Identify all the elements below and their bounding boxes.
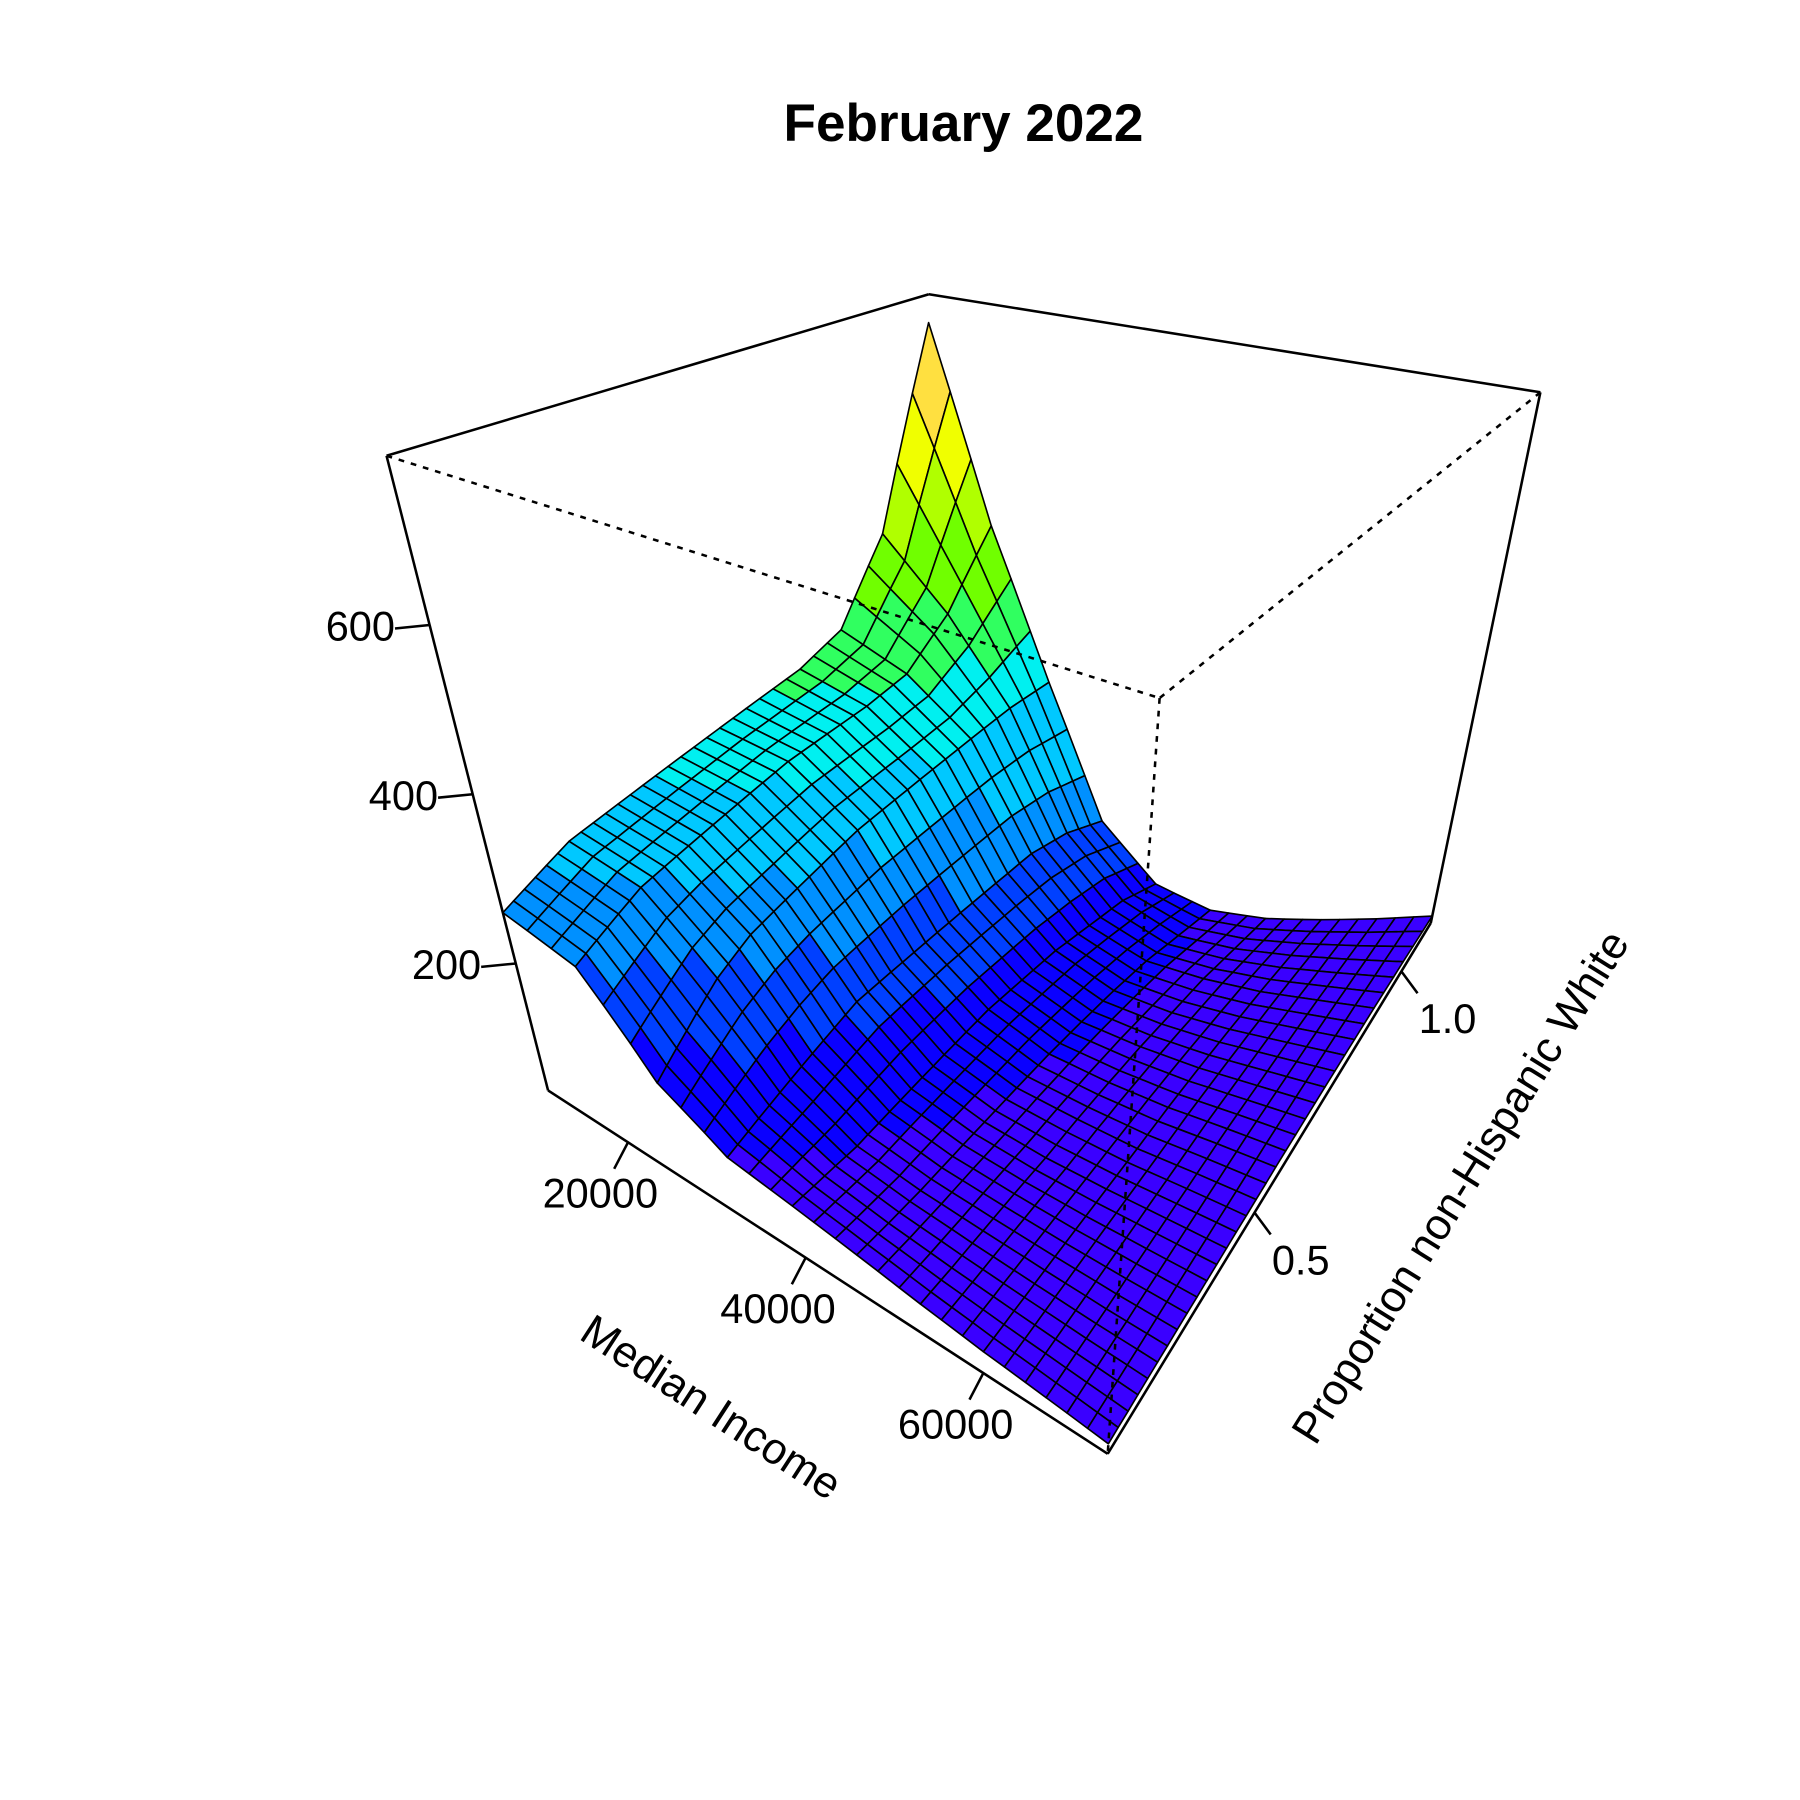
box-edge — [386, 454, 1160, 700]
x-tick-label: 40000 — [720, 1285, 835, 1332]
chart-title: February 2022 — [784, 94, 1144, 153]
box-edge — [547, 1089, 1109, 1455]
y-tick-label: 0.5 — [1272, 1236, 1330, 1283]
z-tick-label: 400 — [369, 772, 438, 819]
z-tick-label: 600 — [326, 603, 395, 650]
box-edge — [1158, 391, 1542, 700]
x-tick — [968, 1372, 985, 1401]
y-tick — [1400, 970, 1419, 995]
z-tick — [481, 962, 516, 969]
z-tick-label: 200 — [412, 941, 481, 988]
x-tick-label: 20000 — [543, 1170, 658, 1217]
box-edge — [1106, 922, 1432, 1455]
x-tick — [613, 1141, 630, 1170]
surface-facet — [1086, 1411, 1119, 1445]
z-tick — [394, 623, 430, 630]
box-edge — [386, 293, 930, 457]
box-edge — [385, 455, 550, 1091]
z-tick — [437, 792, 473, 799]
x-tick-label: 60000 — [898, 1400, 1013, 1447]
box-edge — [1429, 392, 1542, 924]
y-tick-label: 1.0 — [1419, 995, 1477, 1042]
x-tick — [790, 1257, 807, 1285]
y-tick — [1253, 1211, 1272, 1236]
box-edge — [928, 292, 1541, 394]
